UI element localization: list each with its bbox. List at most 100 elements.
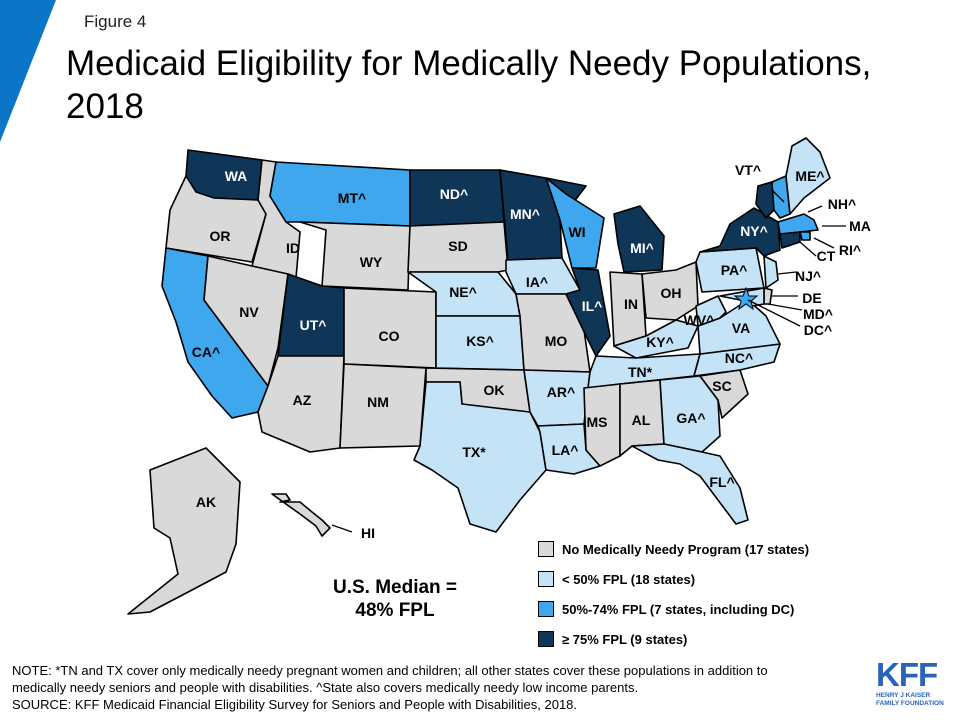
logo-line-1: HENRY J KAISER bbox=[876, 692, 931, 699]
state-label-ia: IA^ bbox=[526, 274, 548, 290]
legend-swatch-under50 bbox=[538, 571, 554, 587]
state-labels: WA OR CA^ ID NV MT^ WY UT^ AZ CO NM ND^ SD NE^ KS^ OK TX… bbox=[192, 162, 871, 541]
state-ms bbox=[583, 383, 621, 467]
us-median: U.S. Median = 48% FPL bbox=[300, 576, 490, 622]
state-label-va: VA bbox=[732, 320, 750, 336]
state-label-ma: MA bbox=[849, 218, 871, 234]
leader-lines bbox=[331, 189, 846, 533]
state-label-in: IN bbox=[624, 296, 638, 312]
state-shapes bbox=[127, 137, 831, 615]
state-ut bbox=[277, 273, 345, 357]
state-label-az: AZ bbox=[293, 392, 312, 408]
note-line-1: NOTE: *TN and TX cover only medically ne… bbox=[12, 663, 768, 678]
state-label-mi: MI^ bbox=[630, 240, 654, 256]
source-line: SOURCE: KFF Medicaid Financial Eligibili… bbox=[12, 697, 578, 712]
state-wi bbox=[545, 177, 605, 269]
legend-item-none: No Medically Needy Program (17 states) bbox=[538, 534, 809, 564]
legend-item-75plus: ≥ 75% FPL (9 states) bbox=[538, 624, 809, 654]
state-il bbox=[565, 267, 611, 357]
state-ct bbox=[779, 231, 801, 249]
state-label-or: OR bbox=[210, 228, 231, 244]
state-label-me: ME^ bbox=[795, 168, 824, 184]
logo-mark: KFF bbox=[876, 656, 938, 693]
state-label-de: DE bbox=[802, 290, 821, 306]
state-label-wi: WI bbox=[568, 224, 585, 240]
state-label-ct: CT bbox=[817, 248, 836, 264]
state-tx bbox=[413, 381, 547, 533]
state-ak bbox=[127, 447, 241, 615]
state-label-vt: VT^ bbox=[735, 162, 761, 178]
state-label-nm: NM bbox=[367, 394, 389, 410]
state-label-pa: PA^ bbox=[721, 262, 748, 278]
corner-accent bbox=[0, 0, 56, 142]
state-label-nv: NV bbox=[239, 304, 259, 320]
state-nc bbox=[693, 343, 781, 377]
state-label-nd: ND^ bbox=[440, 186, 468, 202]
state-label-tx: TX* bbox=[462, 444, 486, 460]
state-vt bbox=[755, 181, 775, 219]
state-label-id: ID bbox=[286, 240, 300, 256]
legend-label: No Medically Needy Program (17 states) bbox=[562, 541, 810, 557]
state-nv bbox=[203, 255, 289, 387]
state-wv bbox=[695, 295, 727, 327]
state-fl bbox=[631, 443, 749, 525]
state-label-ar: AR^ bbox=[547, 384, 575, 400]
state-label-wa: WA bbox=[225, 168, 248, 184]
state-label-ny: NY^ bbox=[740, 223, 768, 239]
state-label-md: MD^ bbox=[803, 306, 833, 322]
state-label-wy: WY bbox=[360, 254, 383, 270]
state-label-ne: NE^ bbox=[449, 284, 477, 300]
median-line-1: U.S. Median = bbox=[332, 577, 458, 598]
state-sd bbox=[407, 221, 509, 273]
state-label-sd: SD bbox=[448, 238, 467, 254]
state-label-nj: NJ^ bbox=[795, 268, 821, 284]
legend: No Medically Needy Program (17 states) <… bbox=[538, 534, 809, 654]
state-label-ri: RI^ bbox=[839, 242, 861, 258]
state-label-hi: HI bbox=[361, 525, 375, 541]
state-de bbox=[763, 287, 773, 305]
state-label-dc: DC^ bbox=[804, 322, 832, 338]
median-line-2: 48% FPL bbox=[355, 600, 435, 621]
state-label-ok: OK bbox=[484, 382, 505, 398]
dc-star-icon bbox=[733, 286, 759, 311]
state-label-ga: GA^ bbox=[676, 410, 705, 426]
footnotes: NOTE: *TN and TX cover only medically ne… bbox=[12, 662, 864, 713]
figure-label: Figure 4 bbox=[84, 12, 147, 31]
state-label-ak: AK bbox=[196, 494, 216, 510]
kff-logo: KFF HENRY J KAISER FAMILY FOUNDATION bbox=[876, 658, 954, 708]
legend-label: < 50% FPL (18 states) bbox=[562, 571, 696, 587]
state-label-mo: MO bbox=[545, 333, 568, 349]
state-la bbox=[537, 423, 601, 475]
state-label-nh: NH^ bbox=[828, 196, 856, 212]
state-label-tn: TN* bbox=[628, 364, 653, 380]
state-nj bbox=[763, 255, 779, 289]
state-label-co: CO bbox=[379, 328, 400, 344]
legend-item-50to74: 50%-74% FPL (7 states, including DC) bbox=[538, 594, 809, 624]
note-line-2: medically needy seniors and people with … bbox=[12, 680, 639, 695]
state-ri bbox=[799, 231, 811, 241]
legend-label: ≥ 75% FPL (9 states) bbox=[562, 631, 688, 647]
state-pa bbox=[695, 247, 765, 293]
state-label-nc: NC^ bbox=[725, 350, 753, 366]
state-mi bbox=[613, 205, 665, 273]
legend-item-under50: < 50% FPL (18 states) bbox=[538, 564, 809, 594]
state-me bbox=[785, 137, 831, 215]
state-label-oh: OH bbox=[661, 285, 682, 301]
state-label-mn: MN^ bbox=[510, 206, 540, 222]
legend-swatch-none bbox=[538, 541, 554, 557]
page-title: Medicaid Eligibility for Medically Needy… bbox=[66, 44, 872, 126]
legend-swatch-75plus bbox=[538, 631, 554, 647]
state-label-ky: KY^ bbox=[646, 334, 674, 350]
state-label-sc: SC bbox=[712, 378, 731, 394]
state-label-ks: KS^ bbox=[466, 333, 494, 349]
legend-label: 50%-74% FPL (7 states, including DC) bbox=[562, 601, 795, 617]
state-label-al: AL bbox=[632, 412, 651, 428]
state-label-mt: MT^ bbox=[338, 190, 366, 206]
state-wy bbox=[299, 221, 411, 291]
legend-swatch-50to74 bbox=[538, 601, 554, 617]
state-label-ms: MS bbox=[587, 414, 608, 430]
state-label-wv: WV^ bbox=[684, 312, 715, 328]
state-label-ut: UT^ bbox=[300, 317, 327, 333]
state-label-la: LA^ bbox=[552, 442, 579, 458]
